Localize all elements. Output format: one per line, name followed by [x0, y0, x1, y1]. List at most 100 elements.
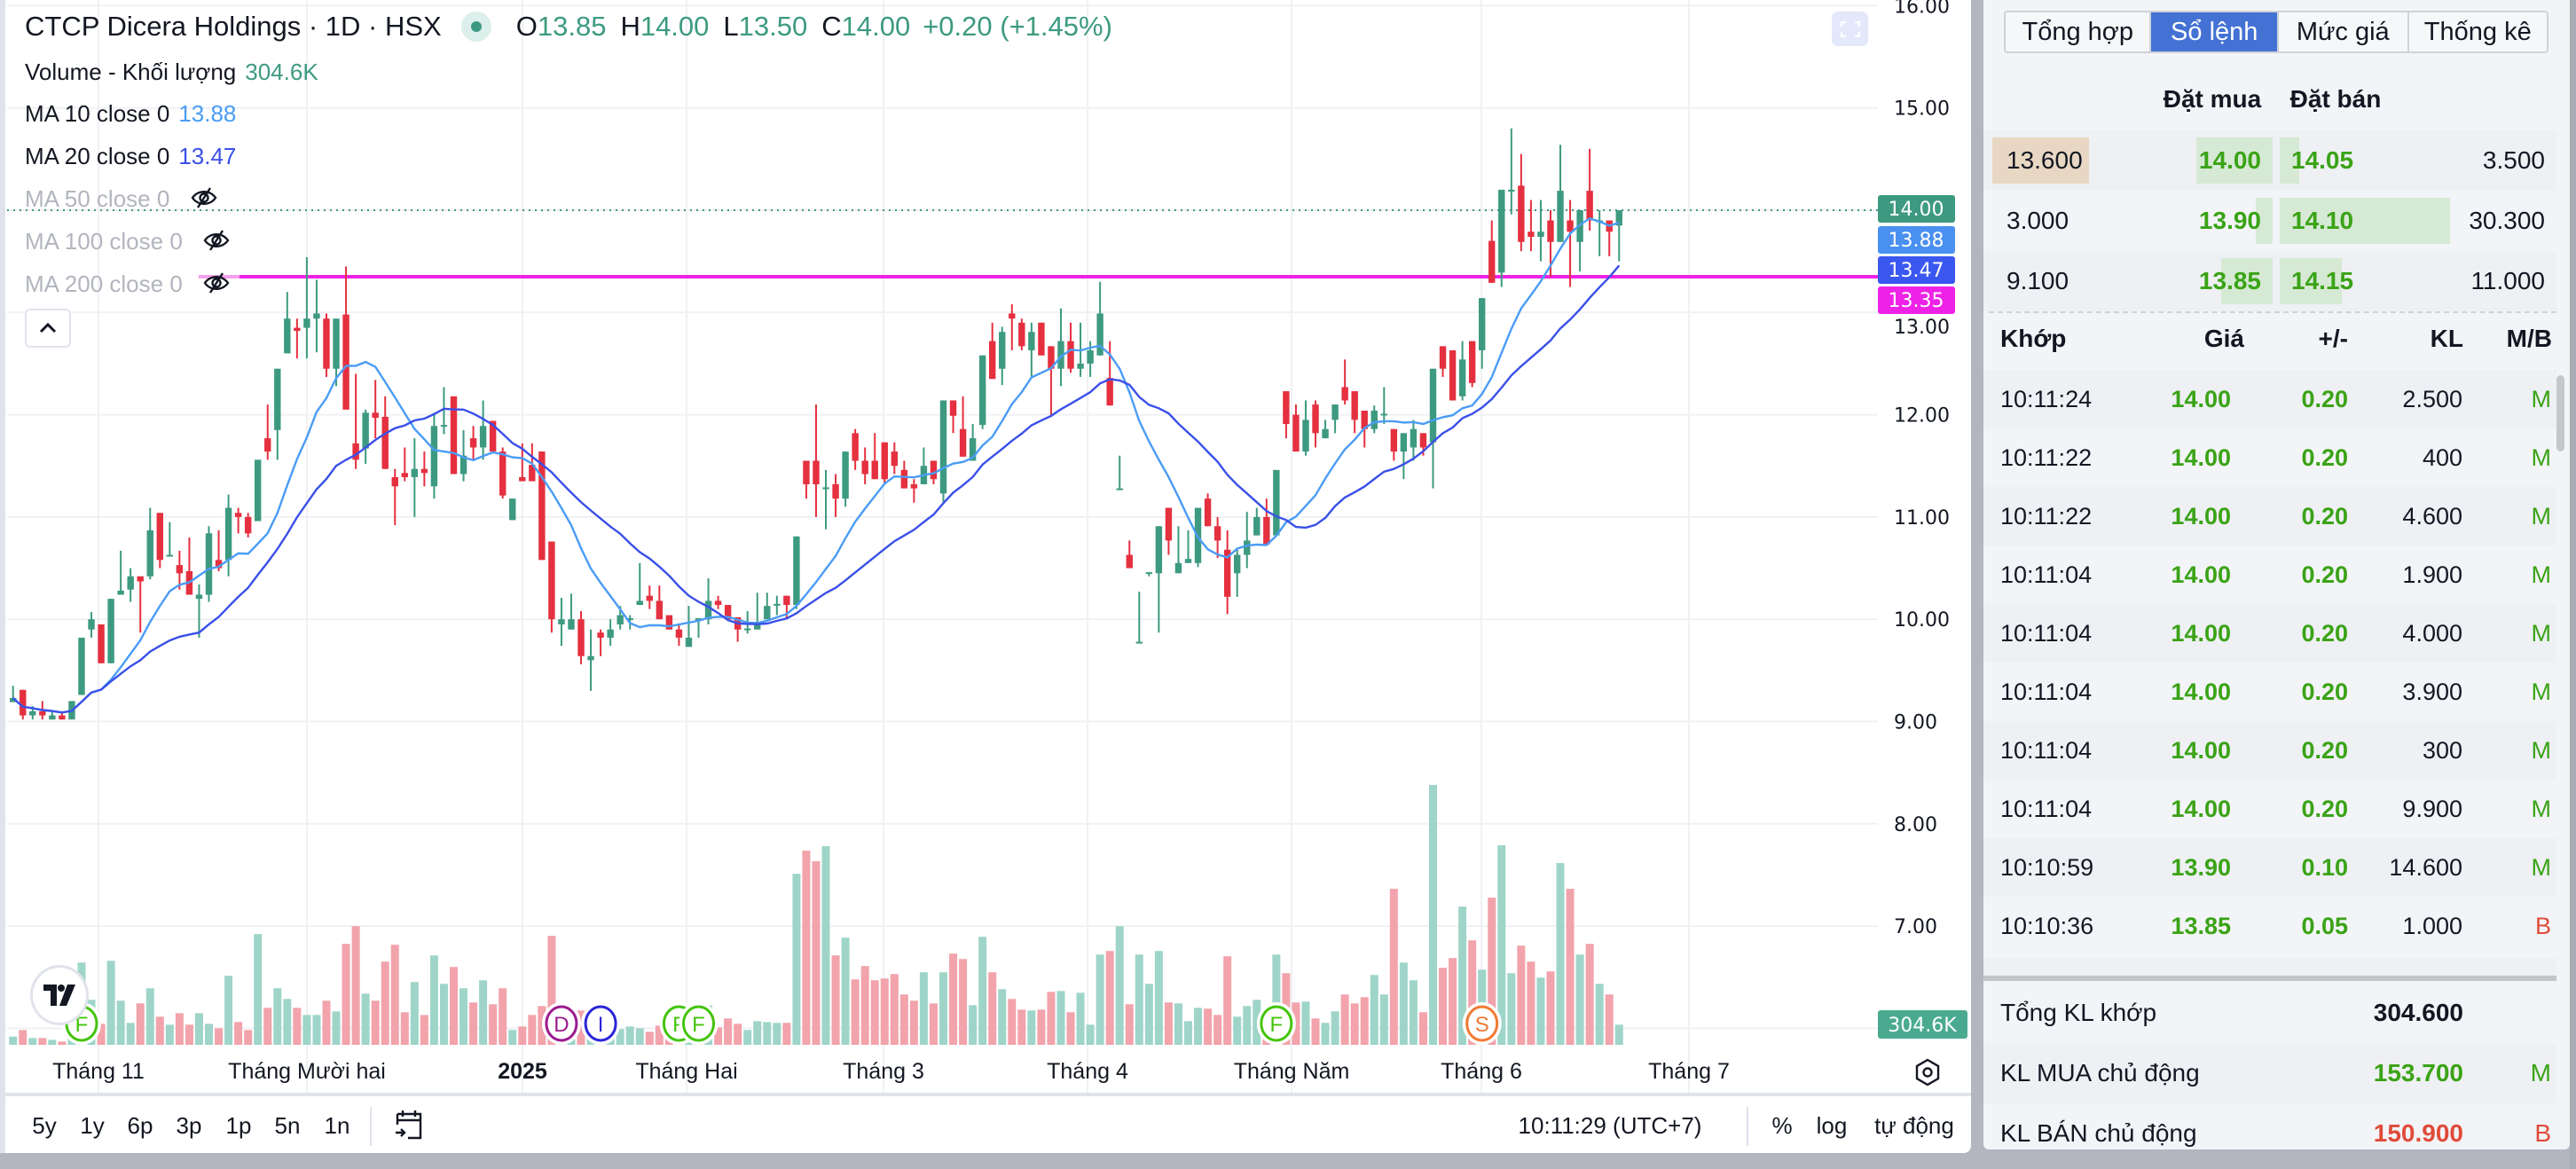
legend-ma20[interactable]: MA 20 close 0 13.47 [25, 143, 236, 170]
ask-price[interactable]: 14.15 [2291, 267, 2354, 294]
volume-bar [1096, 954, 1104, 1045]
axis-settings-button[interactable] [1914, 1058, 1941, 1091]
volume-bar [949, 953, 958, 1045]
volume-bar [1066, 1012, 1075, 1045]
volume-bar [734, 1024, 742, 1045]
auto-scale-toggle[interactable]: tự động [1874, 1112, 1954, 1139]
ask-price[interactable]: 14.05 [2291, 146, 2354, 174]
log-scale-toggle[interactable]: log [1816, 1112, 1848, 1139]
volume-bar [361, 993, 370, 1045]
legend-ma50[interactable]: MA 50 close 0 [25, 185, 217, 216]
trade-side: M [2531, 503, 2552, 530]
trades-scrollbar[interactable] [2556, 375, 2564, 451]
symbol-title[interactable]: CTCP Dicera Holdings · 1D · HSX [25, 11, 442, 42]
bid-volume-bar [2195, 137, 2273, 184]
collapse-legend-button[interactable] [25, 309, 71, 348]
chart-header: CTCP Dicera Holdings · 1D · HSX O13.85 H… [25, 11, 1112, 43]
candle-body [900, 469, 908, 489]
candle-body [1273, 469, 1280, 536]
volume-bar [400, 1012, 409, 1045]
candle-body [20, 689, 27, 716]
legend-ma100[interactable]: MA 100 close 0 [25, 228, 230, 258]
volume-bar [410, 982, 419, 1045]
candle-body [342, 314, 349, 410]
trade-row: 10:11:04 14.00 0.20 3.900 M [1983, 663, 2556, 721]
trade-volume: 400 [2422, 444, 2462, 471]
candle-body [969, 438, 977, 461]
legend-volume[interactable]: Volume - Khối lượng 304.6K [25, 59, 318, 86]
eye-slash-icon[interactable] [203, 229, 230, 258]
candle-body [430, 426, 438, 487]
page-scrollbar[interactable] [2570, 0, 2576, 1169]
time-label: Tháng Hai [635, 1059, 738, 1084]
volume-bar [1468, 940, 1477, 1045]
legend-ma10-value: 13.88 [178, 100, 237, 127]
chart-panel[interactable]: F D I F F F S 16.00 15.00 13.00 12.00 11.00 10.00 9.0… [0, 0, 1971, 1153]
tradingview-logo[interactable] [30, 965, 89, 1025]
volume-bar [332, 1011, 341, 1045]
volume-bar [860, 966, 869, 1045]
event-marker[interactable] [584, 1005, 617, 1042]
range-6m-button[interactable]: 6p [127, 1112, 153, 1139]
tab-order-book[interactable]: Sổ lệnh [2151, 12, 2279, 51]
volume-bar [1243, 1006, 1252, 1045]
candle-body [255, 459, 262, 522]
event-marker-letter: F [75, 1013, 89, 1037]
go-to-date-button[interactable] [394, 1109, 424, 1147]
candle-body [1419, 433, 1427, 448]
range-3m-button[interactable]: 3p [176, 1112, 202, 1139]
range-1y-button[interactable]: 1y [80, 1112, 105, 1139]
trade-volume: 4.000 [2402, 620, 2462, 647]
tab-summary[interactable]: Tổng hợp [2006, 12, 2152, 51]
volume-bar [1566, 889, 1575, 1045]
candle-body [891, 451, 898, 467]
eye-slash-icon[interactable] [203, 271, 230, 301]
event-marker[interactable] [682, 1005, 715, 1042]
trades-header-price: Giá [2203, 325, 2244, 352]
event-marker[interactable] [545, 1005, 578, 1042]
range-5y-button[interactable]: 5y [32, 1112, 57, 1139]
divider [1983, 976, 2556, 981]
volume-bar [390, 945, 399, 1045]
trade-change: 0.20 [2301, 444, 2348, 471]
ask-price[interactable]: 14.10 [2291, 207, 2354, 234]
order-book-row[interactable]: 9.100 13.85 14.15 11.000 [1983, 251, 2556, 311]
candle-body [391, 476, 398, 487]
candle-body [665, 615, 673, 630]
percent-scale-toggle[interactable]: % [1771, 1112, 1793, 1139]
price-chart[interactable]: F D I F F F S16.0015.0013.0012.0011.0010.009.0… [0, 0, 1971, 1096]
candle-body [607, 629, 614, 638]
legend-ma10[interactable]: MA 10 close 0 13.88 [25, 100, 236, 128]
bid-price[interactable]: 13.85 [2198, 267, 2261, 294]
volume-bar [38, 1038, 47, 1045]
price-axis-label: 13.00 [1894, 317, 1950, 339]
ohlc-high-key: H [620, 11, 640, 42]
candle-body [127, 576, 134, 590]
eye-slash-icon[interactable] [191, 186, 217, 216]
volume-bar [155, 1016, 164, 1045]
timezone-clock[interactable]: 10:11:29 (UTC+7) [1518, 1112, 1702, 1139]
tab-price-levels[interactable]: Mức giá [2279, 12, 2409, 51]
candle-body [450, 396, 458, 475]
price-badge-label: 14.00 [1889, 199, 1944, 221]
volume-bar [371, 1000, 380, 1045]
range-5d-button[interactable]: 5n [274, 1112, 301, 1139]
fullscreen-button[interactable] [1832, 12, 1868, 46]
volume-bar [528, 1015, 537, 1045]
event-marker[interactable] [1465, 1005, 1499, 1042]
volume-bar [342, 944, 350, 1045]
range-1m-button[interactable]: 1p [225, 1112, 252, 1139]
bid-price[interactable]: 14.00 [2198, 146, 2261, 174]
order-book-row[interactable]: 13.600 14.00 14.05 3.500 [1983, 130, 2556, 191]
range-1d-button[interactable]: 1n [324, 1112, 350, 1139]
volume-bar [773, 1023, 781, 1045]
tab-statistics[interactable]: Thống kê [2423, 17, 2532, 46]
volume-bar [1399, 962, 1408, 1045]
order-book-row[interactable]: 3.000 13.90 14.10 30.300 [1983, 191, 2556, 251]
bid-price[interactable]: 13.90 [2198, 207, 2261, 234]
candle-body [1528, 231, 1535, 237]
trade-price: 13.90 [2171, 854, 2231, 881]
candle-body [871, 460, 878, 480]
legend-ma200[interactable]: MA 200 close 0 [25, 271, 230, 301]
event-marker[interactable] [1260, 1005, 1293, 1042]
